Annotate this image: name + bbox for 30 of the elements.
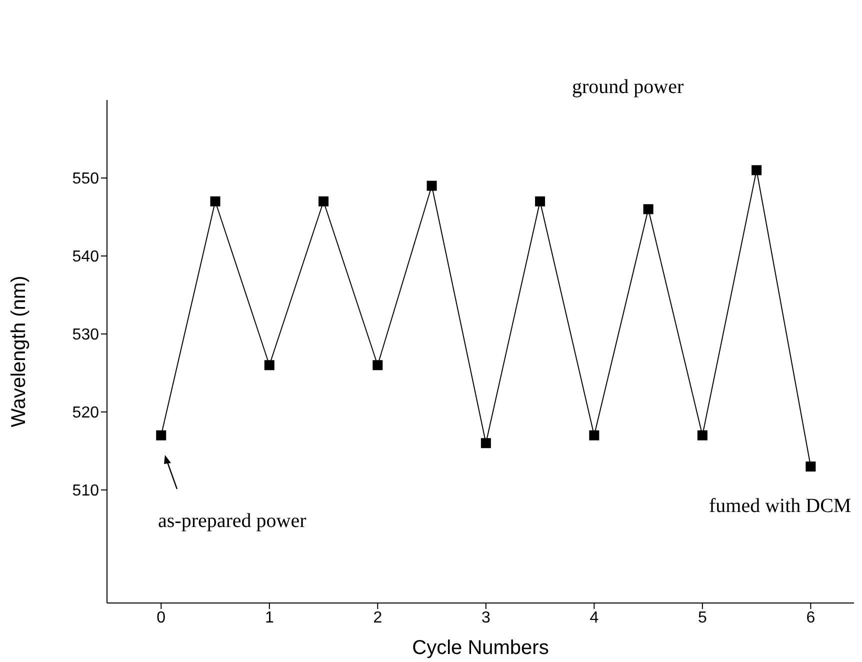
x-tick-label: 1 <box>264 609 274 626</box>
point <box>806 462 816 472</box>
x-tick-label: 2 <box>373 609 382 626</box>
annotation: as-prepared power <box>158 510 306 533</box>
y-tick-label: 530 <box>72 326 100 344</box>
point <box>318 196 329 206</box>
x-tick-label: 4 <box>590 609 599 626</box>
x-tick-label: 6 <box>806 609 816 626</box>
point <box>589 430 600 440</box>
text: ground power <box>572 76 684 99</box>
point <box>535 196 546 206</box>
point <box>264 360 274 370</box>
y-tick-label: 540 <box>72 248 100 266</box>
annotation: fumed with DCM <box>709 495 852 518</box>
point <box>480 438 491 448</box>
point <box>210 196 220 206</box>
x-tick-label: 5 <box>698 609 707 626</box>
x-tick-label: 3 <box>481 609 490 626</box>
point <box>426 180 437 191</box>
point <box>752 165 762 176</box>
point <box>372 360 383 370</box>
point <box>643 204 654 214</box>
y-axis-title: Wavelength (nm) <box>8 276 30 428</box>
y-tick-label: 520 <box>72 404 100 422</box>
point <box>697 430 708 440</box>
x-tick-label: 0 <box>156 609 166 626</box>
y-tick-label: 550 <box>72 170 100 188</box>
x-axis-title: Cycle Numbers <box>412 637 549 659</box>
y-tick-label: 510 <box>72 482 100 500</box>
point <box>156 430 166 440</box>
